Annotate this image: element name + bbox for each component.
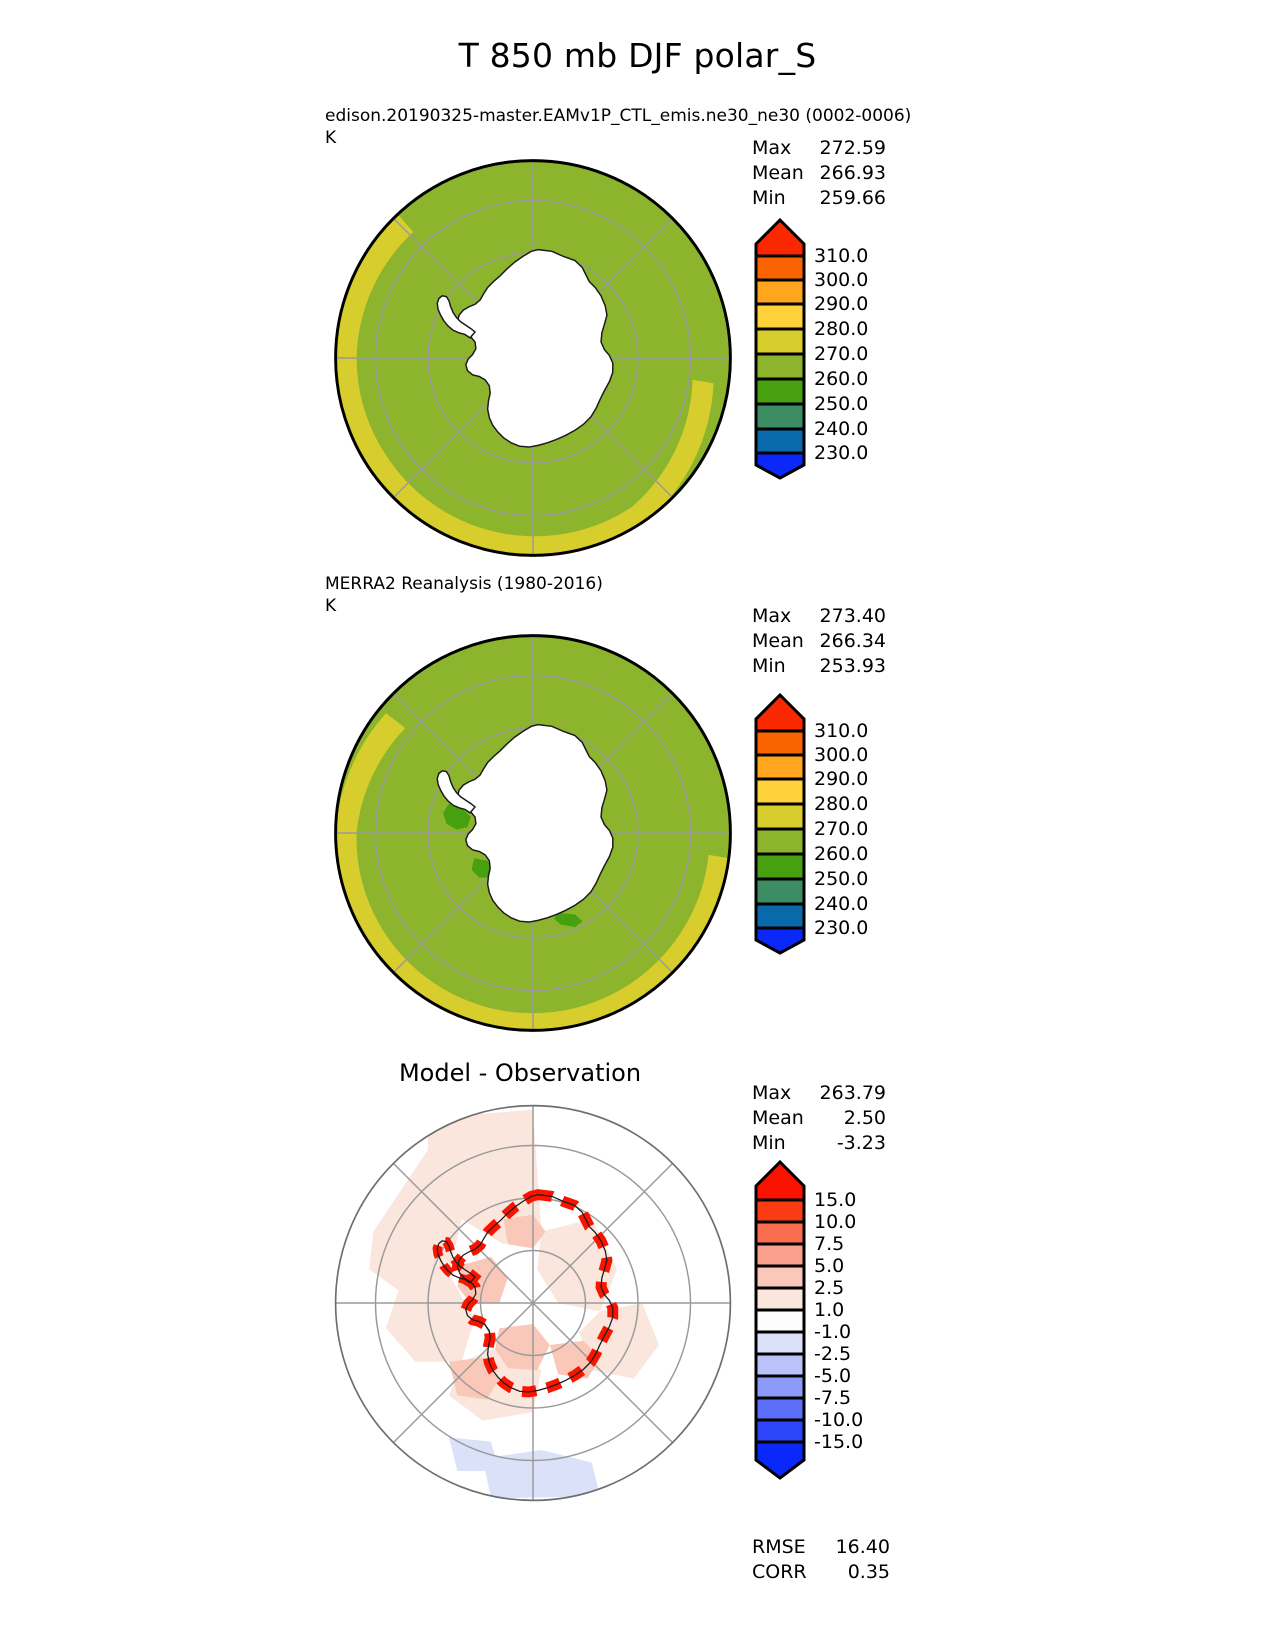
stat-label: Max	[752, 137, 792, 159]
stat-label: Min	[752, 655, 786, 677]
stat-value: 16.40	[835, 1536, 890, 1558]
stat-label: Mean	[752, 1107, 804, 1129]
stat-row: Max 273.40	[752, 604, 886, 629]
stat-value: 0.35	[847, 1561, 890, 1583]
stat-row: Min 253.93	[752, 654, 886, 679]
polar-map-observation	[323, 623, 743, 1047]
stat-label: Max	[752, 605, 792, 627]
stat-label: Mean	[752, 630, 804, 652]
stat-row: Mean 266.34	[752, 629, 886, 654]
colorbar-swatches	[754, 692, 806, 955]
panel-model-units: K	[325, 128, 337, 148]
stat-value: 266.93	[819, 162, 886, 184]
stat-label: Min	[752, 187, 786, 209]
panel-difference: Model - Observation Max 263.79 Mean 2.50 M…	[0, 1055, 1275, 1615]
stat-value: -3.23	[836, 1132, 886, 1154]
stat-label: RMSE	[752, 1536, 806, 1558]
bias-fill-negative-weak	[449, 1437, 601, 1499]
map-boundary	[334, 634, 732, 1032]
stat-value: 259.66	[819, 187, 886, 209]
stat-row: Mean 2.50	[752, 1106, 886, 1131]
stat-value: 273.40	[819, 605, 886, 627]
stat-value: 266.34	[819, 630, 886, 652]
panel-observation-subtitle: MERRA2 Reanalysis (1980-2016)	[325, 574, 603, 594]
stat-value: 2.50	[843, 1107, 886, 1129]
panel-model-stats: Max 272.59 Mean 266.93 Min 259.66	[752, 136, 886, 211]
stat-row: Min 259.66	[752, 186, 886, 211]
stat-value: 263.79	[819, 1082, 886, 1104]
panel-difference-stats: Max 263.79 Mean 2.50 Min -3.23	[752, 1081, 886, 1156]
stat-value: 253.93	[819, 655, 886, 677]
panel-model: edison.20190325-master.EAMv1P_CTL_emis.n…	[0, 100, 1275, 570]
map-boundary	[334, 1104, 732, 1502]
stat-row: CORR 0.35	[752, 1560, 890, 1585]
polar-map-difference	[323, 1093, 743, 1517]
colorbar-observation: 310.0 300.0 290.0 280.0 270.0 260.0 250.…	[752, 692, 868, 959]
stat-label: CORR	[752, 1561, 807, 1583]
map-boundary	[334, 159, 732, 557]
stat-row: Mean 266.93	[752, 161, 886, 186]
panel-difference-subtitle: Model - Observation	[398, 1059, 642, 1087]
stat-row: RMSE 16.40	[752, 1535, 890, 1560]
colorbar-swatches	[754, 1159, 806, 1480]
colorbar-model: 310.0 300.0 290.0 280.0 270.0 260.0 250.…	[752, 217, 868, 484]
stat-label: Min	[752, 1132, 786, 1154]
stat-row: Min -3.23	[752, 1131, 886, 1156]
colorbar-difference: 15.0 10.0 7.5 5.0 2.5 1.0 -1.0 -2.5 -5.0…	[752, 1159, 863, 1484]
stat-label: Mean	[752, 162, 804, 184]
page-title: T 850 mb DJF polar_S	[458, 36, 817, 75]
stat-row: Max 272.59	[752, 136, 886, 161]
stat-value: 272.59	[819, 137, 886, 159]
panel-difference-footer-stats: RMSE 16.40 CORR 0.35	[752, 1535, 890, 1585]
panel-model-subtitle: edison.20190325-master.EAMv1P_CTL_emis.n…	[325, 106, 912, 126]
stat-row: Max 263.79	[752, 1081, 886, 1106]
panel-observation: MERRA2 Reanalysis (1980-2016) K Max 273.4…	[0, 568, 1275, 1038]
panel-observation-stats: Max 273.40 Mean 266.34 Min 253.93	[752, 604, 886, 679]
panel-observation-units: K	[325, 596, 337, 616]
polar-map-model	[323, 148, 743, 572]
stat-label: Max	[752, 1082, 792, 1104]
colorbar-swatches	[754, 217, 806, 480]
